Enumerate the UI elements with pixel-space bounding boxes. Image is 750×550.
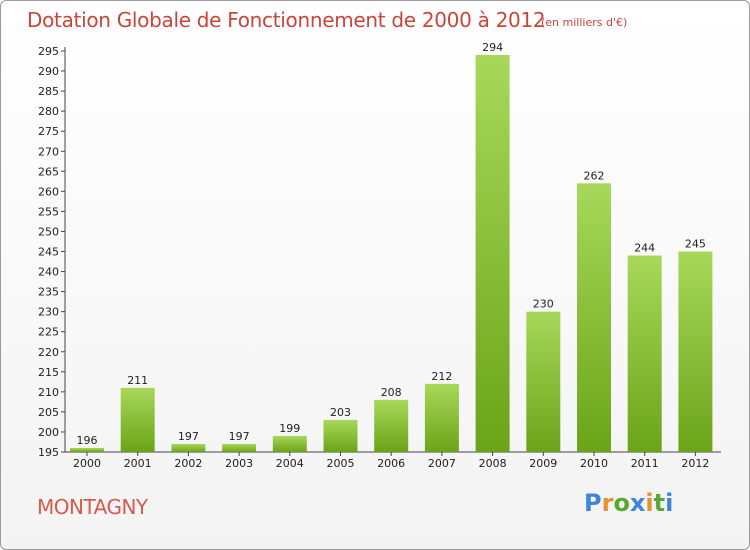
x-tick-label-2005: 2005 <box>327 457 355 470</box>
x-tick-label-2010: 2010 <box>580 457 608 470</box>
y-tick-label: 240 <box>38 266 59 279</box>
bar-2009 <box>526 311 561 452</box>
bar-2006 <box>374 399 409 452</box>
value-label-2006: 208 <box>381 386 402 399</box>
y-tick-label: 200 <box>38 426 59 439</box>
logo-letter: i <box>645 489 654 517</box>
proxiti-logo: Proxiti <box>584 489 673 517</box>
bar-2007 <box>424 383 459 452</box>
chart-bars <box>70 55 713 452</box>
y-tick-label: 235 <box>38 286 59 299</box>
y-tick-label: 270 <box>38 145 59 158</box>
value-label-2002: 197 <box>178 430 199 443</box>
y-tick-label: 290 <box>38 65 59 78</box>
y-tick-label: 195 <box>38 446 59 459</box>
value-label-2009: 230 <box>533 298 554 311</box>
logo-letter: P <box>584 489 602 517</box>
x-tick-label-2006: 2006 <box>377 457 405 470</box>
y-tick-label: 220 <box>38 346 59 359</box>
value-label-2012: 245 <box>685 238 706 251</box>
x-tick-label-2003: 2003 <box>225 457 253 470</box>
x-tick-label-2002: 2002 <box>174 457 202 470</box>
logo-letter: i <box>665 489 674 517</box>
y-tick-label: 275 <box>38 125 59 138</box>
y-tick-label: 215 <box>38 366 59 379</box>
bar-2005 <box>323 419 358 452</box>
y-tick-label: 250 <box>38 225 59 238</box>
logo-letter: x <box>629 489 646 517</box>
bar-2000 <box>70 447 104 452</box>
value-label-2005: 203 <box>330 406 351 419</box>
bar-2008 <box>475 55 510 452</box>
logo-letter: t <box>653 489 666 517</box>
bar-2011 <box>627 255 662 452</box>
logo-letter: o <box>613 489 630 517</box>
bar-2002 <box>171 443 206 452</box>
y-tick-label: 295 <box>38 45 59 58</box>
bar-2012 <box>678 251 713 452</box>
x-tick-label-2012: 2012 <box>681 457 709 470</box>
y-tick-label: 280 <box>38 105 59 118</box>
value-label-2003: 197 <box>229 430 250 443</box>
value-label-2010: 262 <box>584 169 605 182</box>
value-label-2000: 196 <box>77 434 98 447</box>
y-tick-label: 230 <box>38 306 59 319</box>
y-tick-label: 255 <box>38 205 59 218</box>
bar-2004 <box>272 435 307 452</box>
y-tick-label: 210 <box>38 386 59 399</box>
y-tick-label: 205 <box>38 406 59 419</box>
value-label-2004: 199 <box>279 422 300 435</box>
value-label-2001: 211 <box>127 374 148 387</box>
x-tick-label-2000: 2000 <box>73 457 101 470</box>
y-tick-label: 265 <box>38 165 59 178</box>
x-tick-label-2011: 2011 <box>631 457 659 470</box>
x-tick-label-2004: 2004 <box>276 457 304 470</box>
x-tick-label-2001: 2001 <box>124 457 152 470</box>
bar-2003 <box>222 443 257 452</box>
bar-2010 <box>577 183 611 452</box>
chart-unit-label: (en milliers d'€) <box>541 16 628 29</box>
chart-title: Dotation Globale de Fonctionnement de 20… <box>27 8 546 32</box>
y-tick-label: 225 <box>38 326 59 339</box>
value-label-2008: 294 <box>482 41 503 54</box>
commune-name: MONTAGNY <box>37 495 148 519</box>
y-tick-label: 260 <box>38 185 59 198</box>
x-tick-label-2009: 2009 <box>529 457 557 470</box>
x-tick-label-2008: 2008 <box>479 457 507 470</box>
value-label-2007: 212 <box>431 370 452 383</box>
x-tick-label-2007: 2007 <box>428 457 456 470</box>
bar-2001 <box>120 387 155 452</box>
y-tick-label: 245 <box>38 246 59 259</box>
logo-letter: r <box>601 489 614 517</box>
y-tick-label: 285 <box>38 85 59 98</box>
chart-axes: 195 200 205 210 215 220 225 230 235 240 245 250 255 2… <box>38 45 721 470</box>
chart-value-labels: 196 211 197 197 199 203 208 212 294 230 262 244 245 <box>77 41 706 447</box>
value-label-2011: 244 <box>634 242 655 255</box>
